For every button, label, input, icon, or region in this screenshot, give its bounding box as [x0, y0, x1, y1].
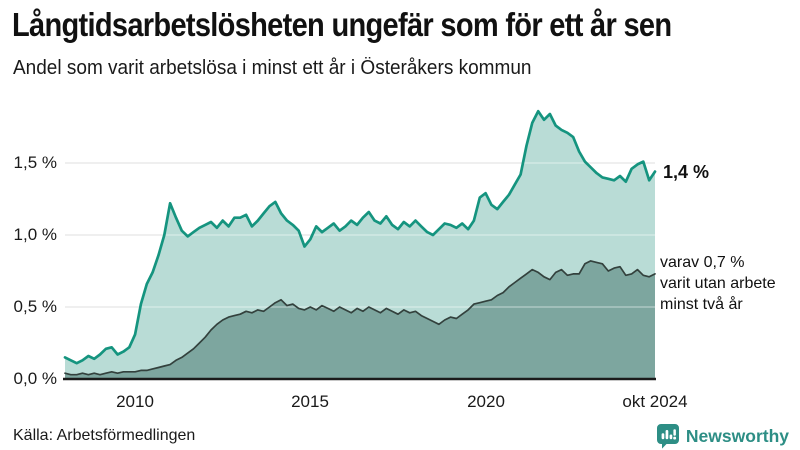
page-title: Långtidsarbetslösheten ungefär som för e…: [12, 6, 672, 43]
newsworthy-icon: [656, 424, 679, 449]
secondary-annotation-line-3: minst två år: [660, 295, 743, 313]
x-tick-label-okt-2024: okt 2024: [622, 392, 687, 411]
x-tick-label-2010: 2010: [116, 392, 154, 411]
y-tick-label-0: 0,0 %: [14, 369, 57, 388]
newsworthy-logo[interactable]: Newsworthy: [656, 423, 789, 449]
x-tick-label-2020: 2020: [467, 392, 505, 411]
series-line-two-year: [64, 260, 656, 376]
x-tick-label-2015: 2015: [291, 392, 329, 411]
newsworthy-wordmark: Newsworthy: [685, 425, 789, 446]
area-fill-two-year: [65, 260, 655, 379]
latest-value-annotation: 1,4 %: [663, 162, 709, 182]
secondary-annotation-line-2: varit utan arbete: [660, 275, 776, 292]
source-note: Källa: Arbetsförmedlingen: [13, 427, 196, 444]
page-subtitle: Andel som varit arbetslösa i minst ett å…: [13, 57, 532, 79]
y-tick-label-15: 1,5 %: [14, 153, 57, 172]
y-tick-label-10: 1,0 %: [14, 225, 57, 244]
series-line-one-year: [63, 109, 657, 365]
secondary-annotation-line-1: varav 0,7 %: [660, 254, 744, 271]
y-tick-label-05: 0,5 %: [14, 297, 57, 316]
long-term-unemployment-area-chart: 0,0 % 0,5 % 1,0 % 1,5 % 2010 2015 2020 o…: [14, 109, 776, 411]
